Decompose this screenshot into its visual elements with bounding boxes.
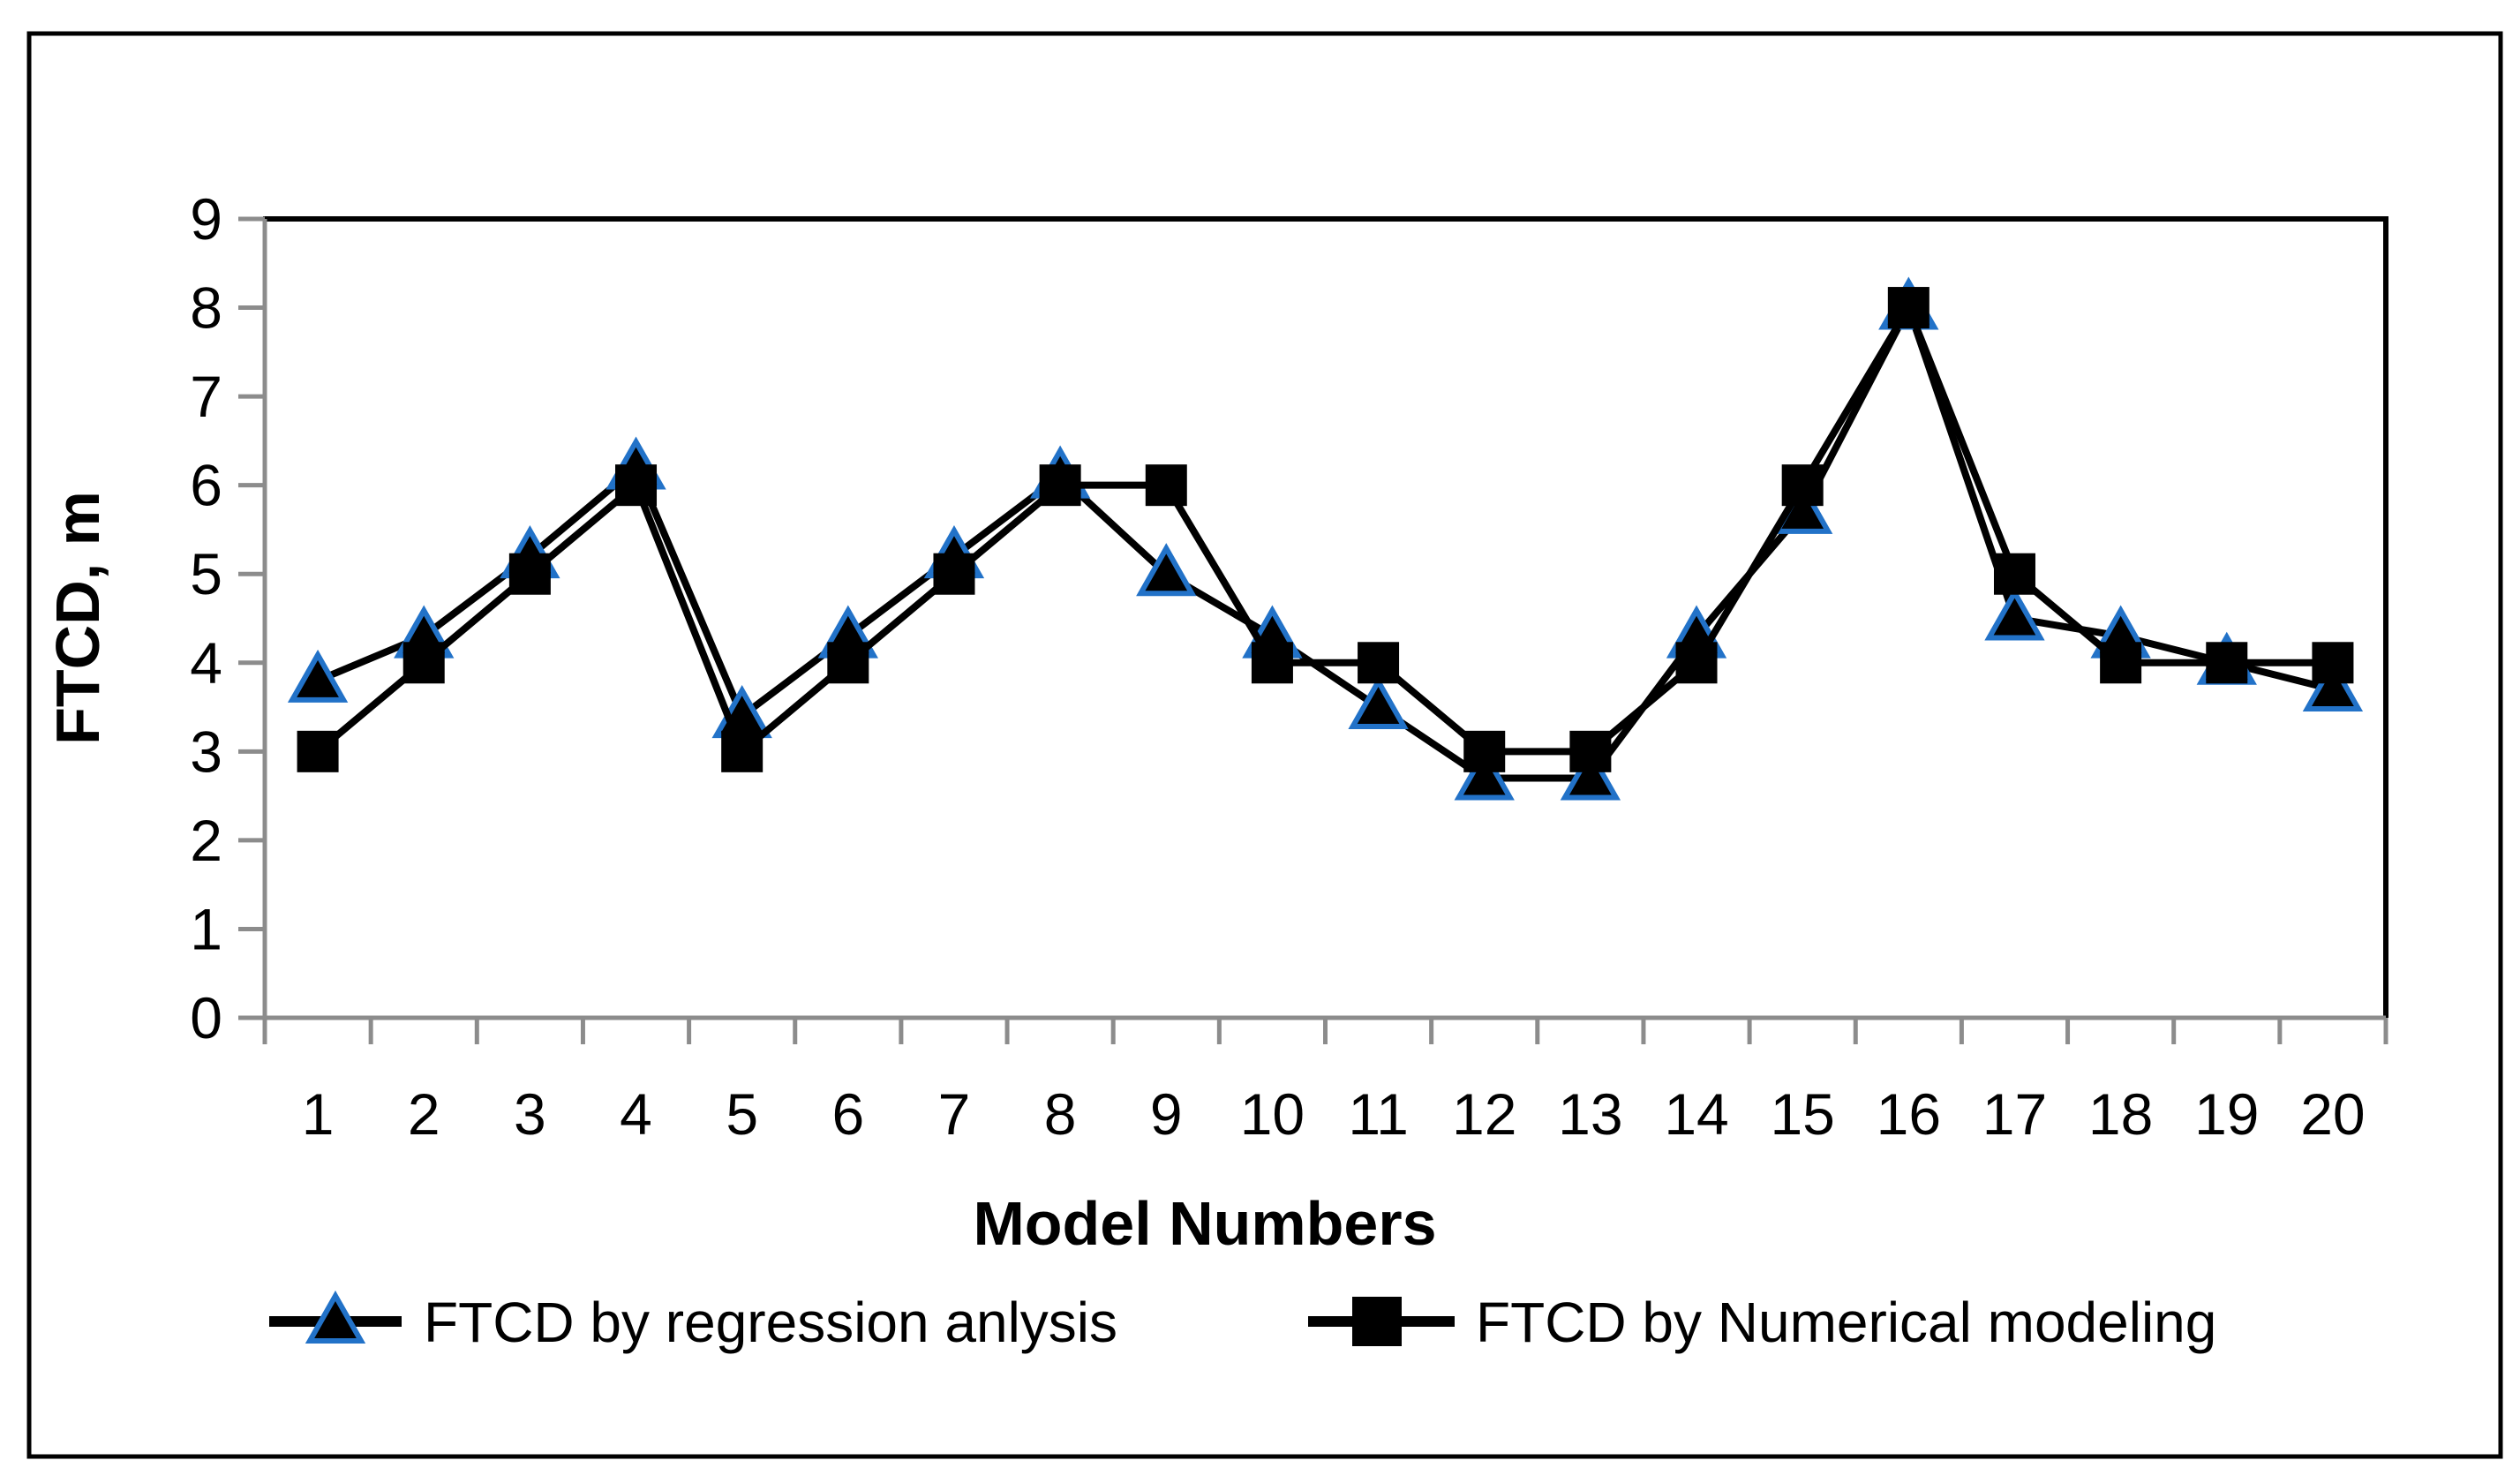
legend: FTCD by regression anlysis FTCD by Numeri…	[269, 1290, 2216, 1354]
y-tick-label: 4	[190, 630, 222, 696]
square-marker	[827, 642, 869, 684]
y-axis-title: FTCD, m	[43, 491, 112, 745]
x-tick-label: 19	[2194, 1081, 2259, 1147]
y-tick-label: 3	[190, 719, 222, 784]
x-tick-label: 5	[726, 1081, 758, 1147]
x-tick-label: 18	[2088, 1081, 2153, 1147]
series-regression	[287, 276, 2364, 801]
x-axis-title: Model Numbers	[973, 1189, 1436, 1258]
triangle-marker	[2302, 658, 2364, 711]
legend-entry-regression: FTCD by regression anlysis	[269, 1290, 1117, 1354]
legend-label-regression: FTCD by regression anlysis	[424, 1291, 1117, 1354]
triangle-marker	[1348, 675, 1409, 730]
triangle-marker	[1984, 587, 2045, 641]
x-tick-label: 14	[1664, 1081, 1728, 1147]
y-tick-label: 0	[190, 985, 222, 1050]
x-tick-label: 7	[938, 1081, 971, 1147]
y-tick-label: 2	[190, 808, 222, 873]
x-tick-label: 12	[1452, 1081, 1516, 1147]
x-tick-label: 16	[1877, 1081, 1941, 1147]
y-tick-label: 8	[190, 275, 222, 341]
y-tick-label: 6	[190, 453, 222, 518]
x-tick-label: 9	[1150, 1081, 1183, 1147]
x-tick-label: 10	[1240, 1081, 1305, 1147]
square-marker	[297, 730, 339, 772]
square-marker	[402, 642, 445, 684]
series-numerical	[297, 287, 2354, 772]
triangle-marker	[1136, 543, 1197, 597]
square-marker	[1887, 287, 1929, 329]
square-marker	[721, 730, 764, 772]
square-marker	[615, 464, 658, 507]
x-tick-label: 1	[302, 1081, 335, 1147]
triangle-marker	[287, 649, 349, 703]
x-tick-label: 11	[1348, 1081, 1409, 1147]
x-tick-label: 4	[620, 1081, 652, 1147]
square-marker	[1145, 464, 1187, 507]
x-tick-label: 13	[1558, 1081, 1622, 1147]
square-marker	[1781, 464, 1824, 507]
square-marker	[1675, 642, 1718, 684]
y-tick-label: 1	[190, 896, 222, 961]
square-marker	[508, 553, 551, 595]
x-tick-label: 3	[514, 1081, 546, 1147]
square-marker	[1358, 642, 1400, 684]
square-marker	[2100, 642, 2142, 684]
square-marker	[1039, 464, 1081, 507]
y-tick-label: 9	[190, 186, 222, 252]
x-tick-label: 15	[1770, 1081, 1834, 1147]
triangle-marker	[1560, 747, 1621, 801]
x-tick-label: 8	[1044, 1081, 1077, 1147]
square-marker	[1569, 730, 1612, 772]
legend-label-numerical: FTCD by Numerical modeling	[1476, 1291, 2216, 1354]
triangle-marker	[305, 1290, 366, 1344]
square-marker	[2206, 642, 2248, 684]
series-line	[315, 304, 2333, 756]
x-tick-label: 17	[1982, 1081, 2047, 1147]
legend-entry-numerical: FTCD by Numerical modeling	[1308, 1291, 2216, 1354]
square-marker	[1352, 1297, 1402, 1346]
square-marker	[1993, 553, 2035, 595]
y-tick-label: 7	[190, 364, 222, 429]
y-tick-label: 5	[190, 541, 222, 606]
figure-border	[26, 31, 2503, 1459]
square-marker	[1463, 730, 1506, 772]
x-tick-label: 2	[408, 1081, 440, 1147]
triangle-marker	[1454, 747, 1515, 801]
x-tick-label: 6	[831, 1081, 864, 1147]
square-marker	[1251, 642, 1293, 684]
series-line	[316, 304, 2334, 782]
square-marker	[933, 553, 975, 595]
square-marker	[2312, 642, 2354, 684]
x-tick-label: 20	[2300, 1081, 2365, 1147]
